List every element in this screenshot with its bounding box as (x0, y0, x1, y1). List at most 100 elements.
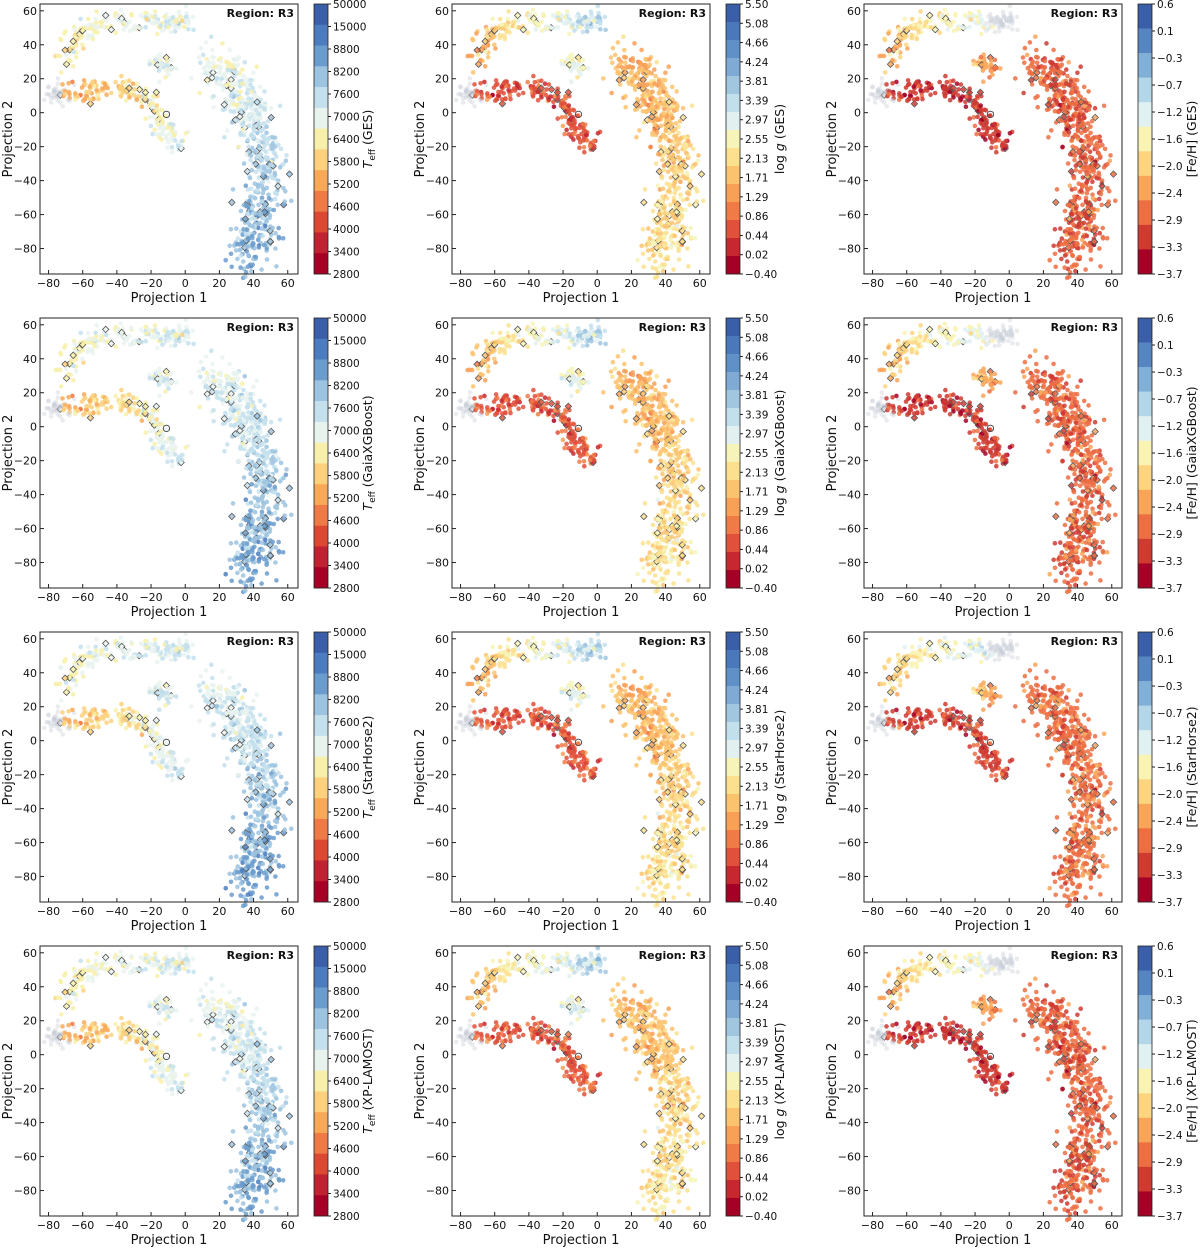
scatter-point (62, 345, 67, 350)
colorbar-tick-label: −2.4 (1157, 188, 1183, 200)
scatter-point (892, 44, 898, 49)
scatter-point (555, 90, 560, 95)
diamond-marker (101, 11, 110, 20)
scatter-point (1083, 199, 1089, 204)
scatter-point (259, 267, 264, 272)
scatter-point (1074, 224, 1079, 229)
scatter-point (655, 202, 661, 208)
diamond-marker (513, 11, 522, 20)
diamond-marker (893, 37, 901, 46)
scatter-point (658, 252, 663, 258)
scatter-point (622, 47, 627, 53)
scatter-point (988, 18, 994, 24)
scatter-point (476, 62, 481, 67)
colorbar-segment (1138, 175, 1152, 201)
scatter-point (1000, 22, 1005, 28)
scatter-point (284, 467, 289, 472)
scatter-point (261, 435, 267, 440)
scatter-point (1084, 180, 1090, 185)
scatter-point (108, 404, 114, 410)
scatter-point (134, 396, 140, 401)
scatter-point (1052, 251, 1058, 257)
scatter-point (48, 409, 54, 415)
colorbar-segment (314, 24, 328, 46)
scatter-point (661, 206, 667, 211)
scatter-point (127, 409, 132, 414)
scatter-point (238, 417, 243, 423)
scatter-point (254, 378, 259, 383)
scatter-point (189, 76, 194, 81)
scatter-point (227, 243, 232, 249)
colorbar-tick-label: 5.08 (745, 18, 768, 30)
scatter-point (93, 330, 98, 336)
scatter-point (242, 129, 248, 135)
scatter-point (1007, 19, 1013, 24)
scatter-point (621, 34, 626, 39)
scatter-point (174, 333, 179, 339)
scatter-point (262, 420, 267, 425)
scatter-point (236, 458, 241, 464)
scatter-point (588, 323, 594, 328)
scatter-point (238, 567, 244, 572)
scatter-point (240, 573, 246, 578)
scatter-point (190, 14, 196, 20)
scatter-point (976, 127, 981, 133)
y-tick-label: 60 (847, 5, 861, 18)
scatter-point (277, 165, 283, 170)
scatter-point (276, 548, 282, 554)
scatter-point (129, 325, 134, 331)
scatter-point (186, 340, 191, 346)
scatter-point (453, 97, 459, 103)
scatter-point (56, 92, 61, 98)
scatter-point (51, 90, 56, 95)
scatter-point (1069, 137, 1075, 143)
scatter-point (584, 29, 590, 34)
scatter-point (247, 175, 253, 181)
scatter-point (222, 135, 227, 140)
scatter-point (250, 420, 255, 426)
scatter-point (663, 70, 668, 76)
colorbar-tick-label: 3400 (333, 247, 360, 259)
scatter-point (567, 108, 572, 114)
scatter-point (168, 57, 174, 63)
scatter-point (658, 231, 664, 236)
scatter-point (653, 161, 659, 166)
scatter-point (246, 123, 252, 129)
scatter-point (665, 107, 671, 113)
scatter-point (92, 337, 97, 342)
scatter-point (113, 393, 118, 399)
scatter-point (283, 472, 289, 478)
scatter-point (83, 93, 89, 98)
scatter-point (1056, 69, 1062, 74)
scatter-point (634, 106, 640, 112)
scatter-point (661, 167, 667, 173)
scatter-point (505, 330, 510, 336)
colorbar-segment (726, 130, 740, 149)
scatter-point (243, 588, 248, 594)
scatter-point (1029, 61, 1035, 66)
x-tick-label: 60 (1105, 277, 1119, 290)
scatter-point (94, 88, 99, 93)
colorbar-segment (314, 149, 328, 171)
scatter-point (1006, 24, 1011, 30)
colorbar-segment (726, 184, 740, 203)
scatter-point (968, 17, 974, 22)
scatter-point (896, 34, 902, 40)
scatter-point (640, 77, 646, 82)
scatter-point (1074, 85, 1080, 91)
colorbar-segment (726, 220, 740, 239)
scatter-point (640, 93, 645, 98)
scatter-point (1099, 183, 1105, 189)
scatter-point (203, 69, 209, 74)
colorbar-segment (314, 442, 328, 464)
scatter-point (210, 374, 216, 380)
x-tick-label: −80 (861, 277, 884, 290)
scatter-point (591, 138, 597, 144)
scatter-point (992, 16, 997, 21)
scatter-point (1096, 196, 1102, 202)
scatter-point (994, 15, 999, 20)
scatter-point (240, 259, 246, 264)
scatter-point (123, 89, 129, 95)
scatter-point (879, 81, 885, 86)
scatter-point (1031, 64, 1037, 70)
